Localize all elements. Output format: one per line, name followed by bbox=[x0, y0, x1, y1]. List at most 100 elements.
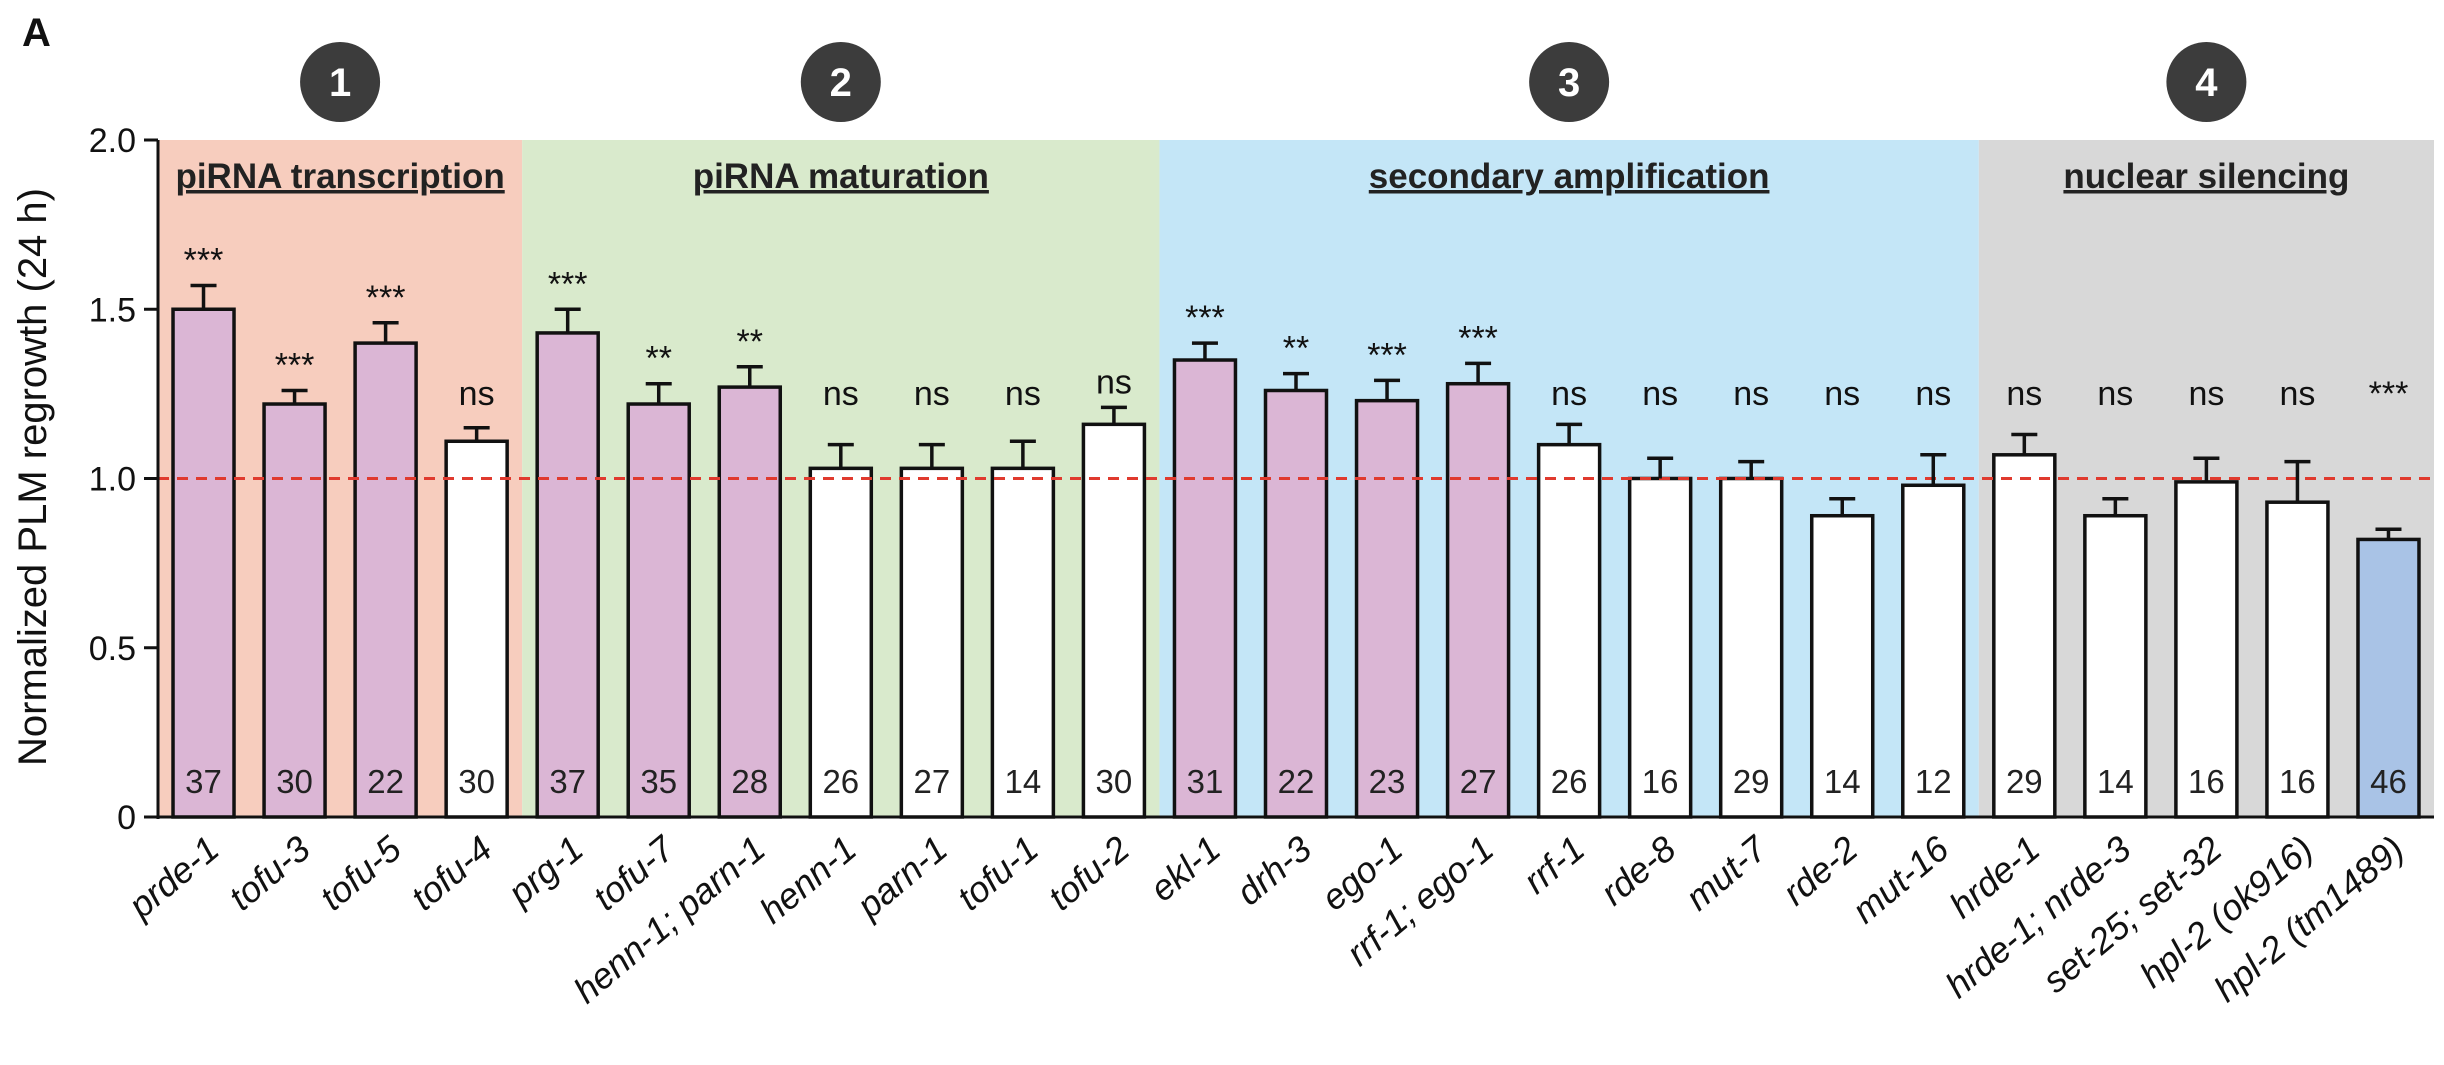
y-tick-label: 1.0 bbox=[89, 461, 136, 499]
n-label-rde-8: 16 bbox=[1642, 763, 1679, 800]
significance-ekl-1: *** bbox=[1185, 299, 1225, 337]
significance-hpl-2-tm1489: *** bbox=[2369, 375, 2409, 413]
n-label-prg-1: 37 bbox=[549, 763, 586, 800]
group-title-secondary-amplification: secondary amplification bbox=[1369, 157, 1770, 196]
significance-drh-3: ** bbox=[1283, 330, 1309, 368]
n-label-ego-1: 23 bbox=[1369, 763, 1406, 800]
group-badge-number-1: 1 bbox=[329, 61, 351, 105]
sample-size-labels: 37 30 22 30 37 35 28 26 27 14 30 31 22 23 27 26 16 29 14 12… bbox=[185, 763, 2407, 800]
n-label-hpl-2-ok916: 16 bbox=[2279, 763, 2316, 800]
bars bbox=[171, 307, 2421, 819]
x-tick-mut-16: mut-16 bbox=[1844, 827, 1957, 931]
x-tick-tofu-3: tofu-3 bbox=[221, 828, 318, 919]
significance-tofu-4: ns bbox=[459, 375, 495, 413]
bar-rrf-1 bbox=[1536, 442, 1602, 819]
error-bars bbox=[190, 283, 2402, 540]
significance-rrf-1: ns bbox=[1551, 375, 1587, 413]
significance-mut-16: ns bbox=[1915, 375, 1951, 413]
x-tick-rrf-1: rrf-1 bbox=[1515, 828, 1592, 902]
significance-tofu-2: ns bbox=[1096, 363, 1132, 401]
x-tick-mut-7: mut-7 bbox=[1677, 826, 1775, 918]
bar-tofu-5 bbox=[353, 341, 418, 819]
x-tick-prg-1: prg-1 bbox=[499, 828, 591, 914]
x-tick-tofu-5: tofu-5 bbox=[312, 827, 410, 918]
significance-set-25-set-32: ns bbox=[2188, 375, 2224, 413]
x-tick-tofu-2: tofu-2 bbox=[1040, 828, 1137, 919]
bar-rrf-1-ego-1 bbox=[1445, 381, 1511, 819]
bar-tofu-2 bbox=[1081, 422, 1147, 819]
group-badge-3 bbox=[1529, 42, 1610, 122]
significance-rde-8: ns bbox=[1642, 375, 1678, 413]
bar-prde-1 bbox=[171, 307, 236, 819]
significance-tofu-3: *** bbox=[275, 346, 315, 384]
bar-ekl-1 bbox=[1172, 358, 1238, 819]
n-label-set-25-set-32: 16 bbox=[2188, 763, 2225, 800]
y-tick-label: 1.5 bbox=[89, 291, 136, 329]
group-badge-2 bbox=[800, 42, 881, 122]
x-tick-prde-1: prde-1 bbox=[120, 828, 227, 927]
significance-tofu-7: ** bbox=[645, 340, 671, 378]
n-label-hpl-2-tm1489: 46 bbox=[2370, 763, 2407, 800]
bar-parn-1 bbox=[899, 466, 965, 819]
n-label-mut-7: 29 bbox=[1733, 763, 1770, 800]
y-axis-label: Normalized PLM regrowth (24 h) bbox=[11, 188, 55, 766]
bar-tofu-3 bbox=[262, 402, 327, 819]
panel-label: A bbox=[22, 11, 51, 55]
significance-tofu-5: *** bbox=[366, 279, 406, 317]
group-badge-1 bbox=[300, 42, 381, 122]
significance-henn-1: ns bbox=[823, 375, 859, 413]
n-label-hrde-1: 29 bbox=[2006, 763, 2043, 800]
group-badge-number-3: 3 bbox=[1558, 61, 1580, 105]
bar-hpl-2-ok916 bbox=[2265, 500, 2330, 819]
n-label-prde-1: 37 bbox=[185, 763, 222, 800]
significance-hpl-2-ok916: ns bbox=[2279, 375, 2315, 413]
bar-rde-2 bbox=[1809, 513, 1875, 819]
significance-hrde-1-nrde-3: ns bbox=[2097, 375, 2133, 413]
bar-rde-8 bbox=[1627, 476, 1693, 819]
n-label-rrf-1-ego-1: 27 bbox=[1460, 763, 1497, 800]
significance-tofu-1: ns bbox=[1005, 375, 1041, 413]
n-label-hrde-1-nrde-3: 14 bbox=[2097, 763, 2134, 800]
x-tick-henn-1: henn-1 bbox=[752, 828, 864, 931]
bar-henn-1-parn-1 bbox=[717, 385, 783, 819]
n-label-henn-1: 26 bbox=[822, 763, 859, 800]
group-badge-number-4: 4 bbox=[2195, 61, 2218, 105]
n-label-ekl-1: 31 bbox=[1187, 763, 1224, 800]
n-label-mut-16: 12 bbox=[1915, 763, 1952, 800]
significance-rde-2: ns bbox=[1824, 375, 1860, 413]
bar-tofu-1 bbox=[990, 466, 1056, 819]
bar-set-25-set-32 bbox=[2174, 480, 2239, 819]
n-label-rde-2: 14 bbox=[1824, 763, 1861, 800]
group-badges: 1 2 3 4 bbox=[300, 42, 2247, 122]
x-tick-rde-8: rde-8 bbox=[1593, 828, 1684, 913]
bar-tofu-7 bbox=[626, 402, 691, 819]
n-label-tofu-3: 30 bbox=[276, 763, 313, 800]
n-label-parn-1: 27 bbox=[913, 763, 950, 800]
y-tick-label: 2.0 bbox=[89, 122, 136, 160]
significance-hrde-1: ns bbox=[2006, 375, 2042, 413]
group-titles: piRNA transcription piRNA maturation secon… bbox=[175, 157, 2349, 196]
significance-rrf-1-ego-1: *** bbox=[1458, 319, 1498, 357]
x-tick-tofu-4: tofu-4 bbox=[403, 828, 500, 919]
significance-henn-1-parn-1: ** bbox=[737, 323, 763, 361]
n-label-tofu-4: 30 bbox=[458, 763, 495, 800]
significance-mut-7: ns bbox=[1733, 375, 1769, 413]
n-label-tofu-7: 35 bbox=[640, 763, 677, 800]
group-badge-4 bbox=[2166, 42, 2247, 122]
n-label-tofu-1: 14 bbox=[1005, 763, 1042, 800]
n-label-tofu-2: 30 bbox=[1096, 763, 1133, 800]
y-tick-label: 0 bbox=[117, 799, 136, 837]
group-title-pirna-transcription: piRNA transcription bbox=[175, 157, 504, 196]
x-tick-ekl-1: ekl-1 bbox=[1142, 828, 1228, 910]
significance-labels: *********ns***** **ns ns ns ns***** *** ***ns n… bbox=[184, 242, 2409, 413]
bar-mut-16 bbox=[1901, 483, 1966, 819]
group-title-nuclear-silencing: nuclear silencing bbox=[2063, 157, 2349, 196]
significance-ego-1: *** bbox=[1367, 336, 1407, 374]
n-label-henn-1-parn-1: 28 bbox=[731, 763, 768, 800]
bar-prg-1 bbox=[535, 331, 600, 819]
x-tick-tofu-1: tofu-1 bbox=[949, 828, 1046, 919]
x-tick-drh-3: drh-3 bbox=[1228, 828, 1319, 913]
x-tick-parn-1: parn-1 bbox=[848, 828, 955, 927]
n-label-rrf-1: 26 bbox=[1551, 763, 1588, 800]
